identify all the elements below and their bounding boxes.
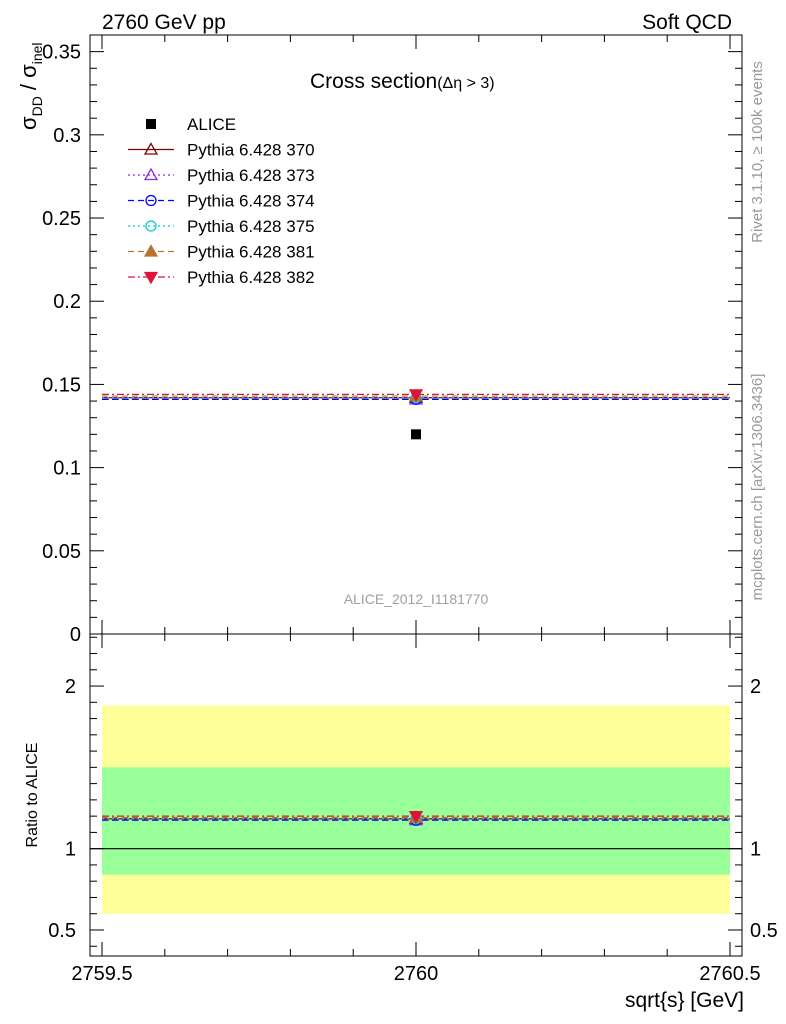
chart-title-main: Cross section: [310, 70, 437, 93]
ratio-ytick-label-left-1: 1: [65, 839, 76, 861]
rivet-label: Rivet 3.1.10, ≥ 100k events: [749, 61, 766, 243]
ratio-series-marker-5: [408, 810, 424, 824]
legend-marker-3: [145, 194, 157, 207]
legend-label-4: Pythia 6.428 375: [187, 217, 315, 236]
chart-title-suffix: (Δη > 3): [437, 75, 494, 92]
main-ytick-label-7: 0.35: [42, 42, 81, 64]
main-ylabel: σDD / σinel: [16, 42, 45, 130]
legend-label-3: Pythia 6.428 374: [187, 192, 315, 211]
ratio-prediction-lines: [102, 810, 730, 826]
category-label: Soft QCD: [642, 11, 732, 34]
main-ytick-label-6: 0.3: [53, 125, 81, 147]
data-point-marker: [411, 429, 421, 440]
ratio-ytick-label-right-2: 2: [750, 676, 761, 698]
ratio-ytick-label-right-1: 1: [750, 839, 761, 861]
legend-marker-1: [143, 142, 159, 155]
ylabel-sub-inel: inel: [29, 42, 45, 64]
legend-label-6: Pythia 6.428 382: [187, 268, 315, 287]
legend-label-5: Pythia 6.428 381: [187, 243, 315, 262]
ratio-xtick-label-1: 2760: [394, 963, 439, 985]
legend-label-0: ALICE: [187, 115, 236, 134]
ratio-xlabel: sqrt{s} [GeV]: [625, 989, 744, 1012]
legend-label-2: Pythia 6.428 373: [187, 166, 315, 185]
ratio-plot-frame: [89, 633, 743, 957]
ylabel-sigma-dd: σ: [16, 116, 41, 130]
main-prediction-lines: [102, 388, 730, 440]
ratio-xtick-label-2: 2760.5: [699, 963, 760, 985]
main-series-marker-5: [408, 389, 424, 402]
ratio-xtick-label-0: 2759.5: [71, 963, 132, 985]
legend-marker-0: [146, 119, 156, 129]
main-panel: 0 0.05 0.1 0.15 0.2 0.25 0.3 0.35 Cross section…: [16, 34, 743, 646]
main-ytick-label-2: 0.1: [53, 458, 81, 480]
main-ytick-label-5: 0.25: [42, 208, 81, 230]
ylabel-sub-dd: DD: [29, 96, 45, 116]
main-ytick-label-0: 0: [70, 624, 81, 646]
energy-label: 2760 GeV pp: [102, 11, 226, 34]
ratio-panel: 0.5 0.5 1 1 2 2 2759.5 2760 2760.5 Ratio to ALIC…: [24, 633, 778, 1012]
mcplots-label: mcplots.cern.ch [arXiv:1306.3436]: [749, 374, 766, 601]
ratio-ytick-label-right-0: 0.5: [750, 920, 778, 942]
legend: ALICE Pythia 6.428 370 Pythia 6.428 373 Pyt…: [128, 115, 315, 287]
legend-marker-2: [143, 167, 159, 181]
ylabel-slash: / σ: [16, 64, 41, 96]
chart-title: Cross section(Δη > 3): [310, 70, 495, 93]
legend-label-1: Pythia 6.428 370: [187, 141, 315, 160]
ratio-axis-ticks: 0.5 0.5 1 1 2 2 2759.5 2760 2760.5: [48, 634, 778, 985]
ratio-ylabel: Ratio to ALICE: [24, 743, 41, 848]
ratio-ytick-label-left-2: 2: [65, 676, 76, 698]
main-ytick-label-1: 0.05: [42, 541, 81, 563]
legend-marker-4: [145, 220, 157, 232]
main-ytick-label-3: 0.15: [42, 374, 81, 396]
main-ytick-label-4: 0.2: [53, 291, 81, 313]
ratio-bands: [90, 705, 742, 914]
legend-marker-5: [143, 244, 159, 257]
ratio-ytick-label-left-0: 0.5: [48, 920, 76, 942]
legend-marker-6: [143, 271, 159, 285]
analysis-id: ALICE_2012_I1181770: [344, 591, 489, 607]
